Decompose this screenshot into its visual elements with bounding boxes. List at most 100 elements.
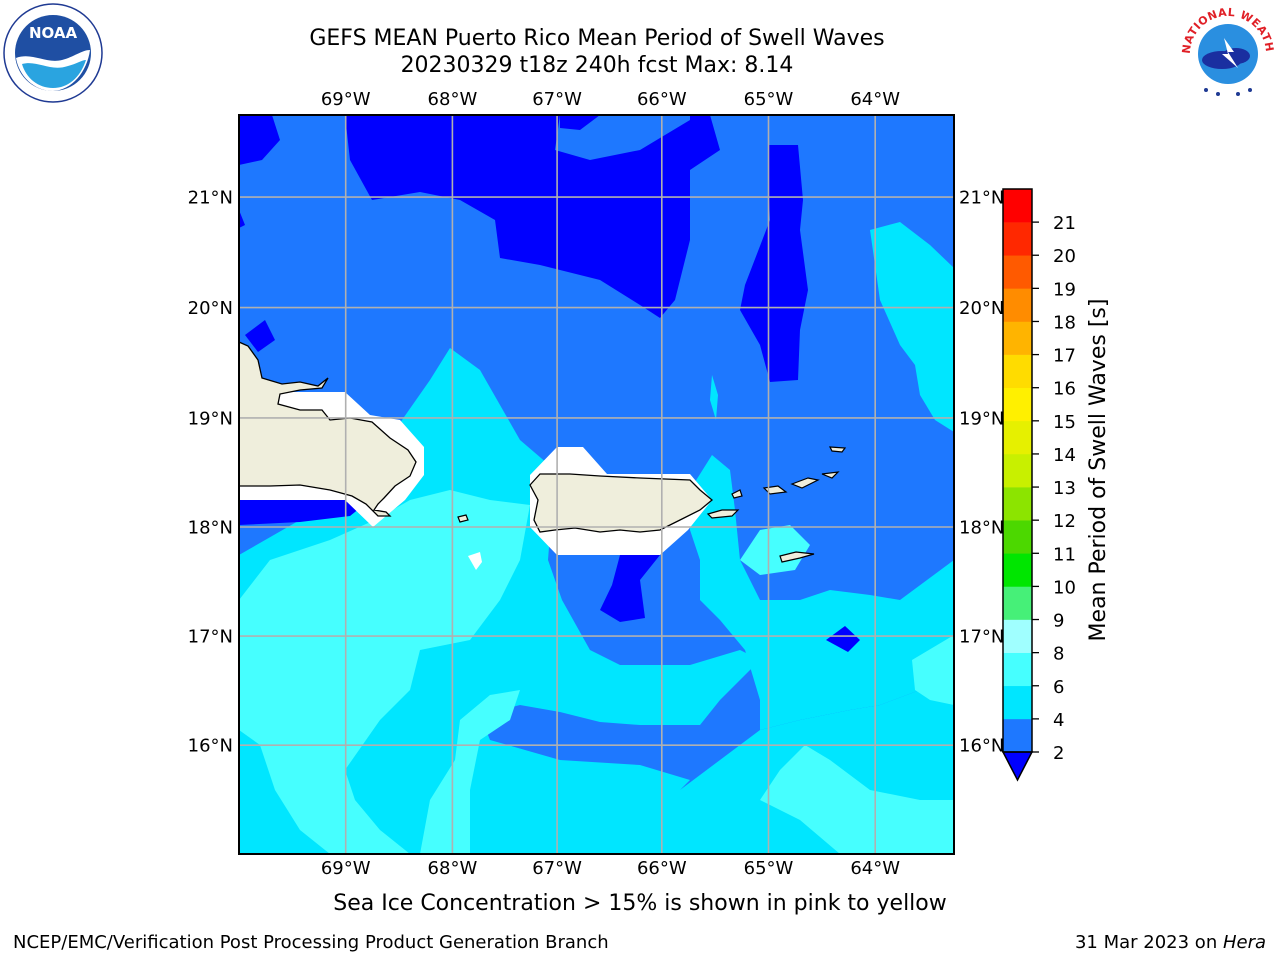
contour-4-6-sliver <box>710 375 718 420</box>
contour-6-8-southeast <box>760 745 954 854</box>
colorbar-segment <box>1003 586 1032 620</box>
land-tortola <box>790 477 820 489</box>
colorbar: 2 4 6 8 9 10 11 12 13 14 15 16 17 18 19 20 21 Mean Perio… <box>1001 188 1111 782</box>
colorbar-segment <box>1003 652 1032 687</box>
map-title-line1: GEFS MEAN Puerto Rico Mean Period of Swe… <box>309 26 885 51</box>
lon-label-top: 68°W <box>428 89 478 110</box>
contour-under-2-east <box>826 626 860 652</box>
lon-label-bottom: 67°W <box>532 858 582 879</box>
contour-under-2-westbay <box>245 320 275 352</box>
colorbar-segment <box>1003 453 1032 488</box>
contour-under-2-nw2 <box>239 210 245 228</box>
colorbar-tick-label: 11 <box>1053 544 1076 565</box>
colorbar-label: Mean Period of Swell Waves [s] <box>1086 299 1111 642</box>
sea-ice-note: Sea Ice Concentration > 15% is shown in … <box>333 891 947 916</box>
lat-label-right: 16°N <box>959 736 1004 757</box>
contour-4-6-northeast <box>870 222 954 432</box>
lon-label-bottom: 65°W <box>744 858 794 879</box>
lon-label-top: 64°W <box>850 89 900 110</box>
contour-under-2-north2 <box>560 115 600 130</box>
colorbar-tick-label: 14 <box>1053 445 1076 466</box>
colorbar-tick-label: 2 <box>1053 743 1064 764</box>
colorbar-segment <box>1003 520 1032 554</box>
contour-under-2-wsouth <box>239 500 370 525</box>
lon-label-top: 67°W <box>532 89 582 110</box>
colorbar-tick-label: 10 <box>1053 577 1076 598</box>
land-hispaniola <box>239 341 417 517</box>
lat-label-left: 20°N <box>188 298 233 319</box>
land-vieques <box>706 509 740 519</box>
footer-branch: NCEP/EMC/Verification Post Processing Pr… <box>13 932 609 953</box>
lon-label-bottom: 66°W <box>637 858 687 879</box>
land-anegada <box>828 446 847 453</box>
lon-label-top: 66°W <box>637 89 687 110</box>
colorbar-segment <box>1003 685 1032 720</box>
contour-under-2-north <box>345 115 720 318</box>
colorbar-segment <box>1003 420 1032 455</box>
colorbar-tick-label: 6 <box>1053 677 1064 698</box>
land-st-croix <box>779 551 815 563</box>
colorbar-segment <box>1003 222 1032 256</box>
lat-label-right: 17°N <box>959 627 1004 648</box>
lat-label-left: 18°N <box>188 517 233 538</box>
land-virgin-gorda <box>821 471 840 479</box>
land-puerto-rico <box>529 473 714 533</box>
footer-machine: Hera <box>1222 932 1266 953</box>
colorbar-tick-label: 8 <box>1053 644 1064 665</box>
contour-under-2-nw <box>239 115 280 165</box>
lon-label-bottom: 64°W <box>850 858 900 879</box>
lon-label-bottom: 68°W <box>428 858 478 879</box>
colorbar-tick-label: 20 <box>1053 246 1076 267</box>
colorbar-segment <box>1003 553 1032 587</box>
lon-label-top: 69°W <box>321 89 371 110</box>
colorbar-tick-label: 9 <box>1053 611 1064 632</box>
swell-period-field <box>239 115 954 854</box>
colorbar-tick-label: 4 <box>1053 710 1064 731</box>
colorbar-segment <box>1003 619 1032 653</box>
lat-labels-left: 21°N 20°N 19°N 18°N 17°N 16°N <box>188 188 233 757</box>
noaa-logo-text: NOAA <box>29 24 78 42</box>
contour-6-8-west <box>239 490 530 854</box>
lat-label-right: 21°N <box>959 188 1004 209</box>
map-graticule <box>239 115 954 854</box>
lon-label-top: 65°W <box>744 89 794 110</box>
colorbar-segments <box>1003 189 1032 753</box>
lat-label-right: 19°N <box>959 408 1004 429</box>
contour-under-2-band <box>740 145 808 382</box>
contour-under-2-south-pr <box>600 555 660 622</box>
lat-labels-right: 21°N 20°N 19°N 18°N 17°N 16°N <box>959 188 1004 757</box>
colorbar-tick-label: 12 <box>1053 511 1076 532</box>
colorbar-segment <box>1003 288 1032 322</box>
footer-date: 31 Mar 2023 on Hera <box>1075 932 1266 953</box>
nws-logo: NATIONAL WEATHER SERVICE <box>1178 2 1276 100</box>
colorbar-segment <box>1003 487 1032 521</box>
contour-4-6-east <box>690 455 954 730</box>
noaa-logo: NOAA <box>3 3 103 103</box>
colorbar-segment <box>1003 718 1032 753</box>
colorbar-tick-label: 19 <box>1053 279 1076 300</box>
colorbar-segment <box>1003 189 1032 223</box>
colorbar-under-triangle <box>1001 751 1034 782</box>
land-mona <box>457 514 469 523</box>
map-frame <box>238 114 955 855</box>
lat-label-left: 19°N <box>188 408 233 429</box>
contour-6-8-east <box>912 635 954 705</box>
map-title-line2: 20230329 t18z 240h fcst Max: 8.14 <box>400 53 794 78</box>
colorbar-segment <box>1003 255 1032 289</box>
lon-label-bottom: 69°W <box>321 858 371 879</box>
lon-labels-bottom: 69°W 68°W 67°W 66°W 65°W 64°W <box>321 858 900 879</box>
colorbar-tick-label: 15 <box>1053 412 1076 433</box>
lat-label-left: 21°N <box>188 188 233 209</box>
colorbar-segment <box>1003 321 1032 355</box>
lon-labels-top: 69°W 68°W 67°W 66°W 65°W 64°W <box>321 89 900 110</box>
colorbar-tick-label: 17 <box>1053 346 1076 367</box>
colorbar-tick-label: 16 <box>1053 379 1076 400</box>
lat-label-right: 20°N <box>959 298 1004 319</box>
contour-6-8-patch <box>740 525 810 575</box>
contour-6-8-south-center <box>420 690 520 854</box>
colorbar-segment <box>1003 354 1032 389</box>
colorbar-tick-label: 18 <box>1053 312 1076 333</box>
colorbar-tick-label: 21 <box>1053 213 1076 234</box>
land-mask-small <box>468 552 482 570</box>
